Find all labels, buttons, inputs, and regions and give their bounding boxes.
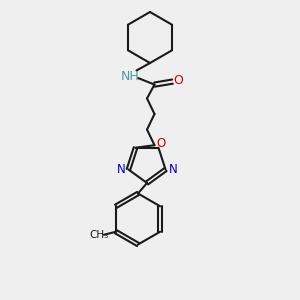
Text: N: N — [117, 163, 125, 176]
Text: NH: NH — [121, 70, 140, 83]
Text: O: O — [157, 137, 166, 150]
Text: N: N — [169, 163, 177, 176]
Text: CH₃: CH₃ — [89, 230, 108, 240]
Text: O: O — [173, 74, 183, 87]
